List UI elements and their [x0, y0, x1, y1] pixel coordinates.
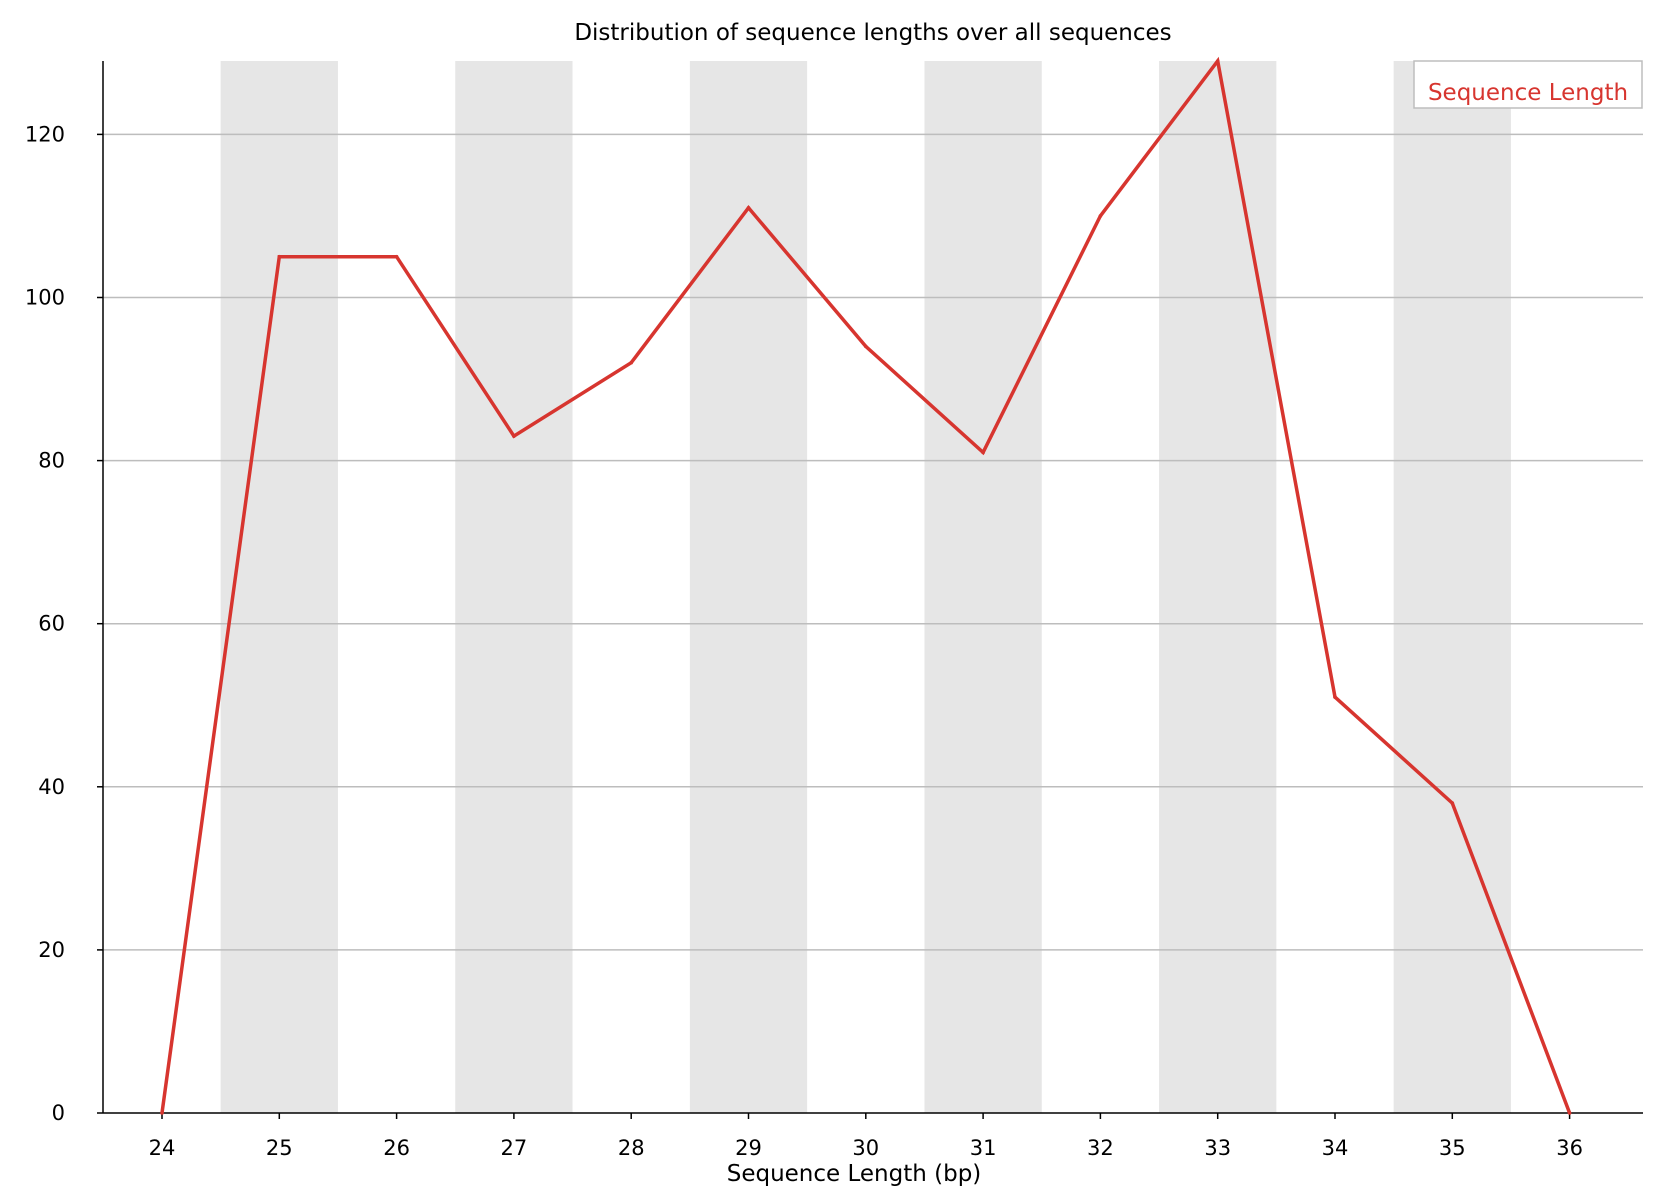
column-bands [220, 61, 1511, 1113]
band-27 [455, 61, 573, 1113]
series-line-0 [160, 56, 1572, 1114]
band-31 [924, 61, 1042, 1113]
band-25 [220, 61, 338, 1113]
data-point-35 [1450, 801, 1455, 805]
data-point-26 [394, 254, 399, 259]
x-tick-label-31: 31 [970, 1136, 997, 1160]
chart-title: Distribution of sequence lengths over al… [574, 20, 1171, 46]
data-point-32 [1098, 214, 1103, 218]
data-point-33 [1215, 59, 1220, 63]
y-tick-label-40: 40 [38, 775, 65, 799]
x-tick-label-35: 35 [1439, 1136, 1466, 1160]
data-point-31 [981, 450, 985, 455]
data-point-24 [160, 1111, 164, 1115]
x-tick-label-29: 29 [735, 1136, 762, 1160]
band-33 [1159, 61, 1277, 1113]
x-tick-label-33: 33 [1204, 1136, 1231, 1160]
y-tick-label-100: 100 [25, 285, 65, 309]
legend-box [1413, 60, 1643, 109]
x-tick-label-25: 25 [266, 1136, 293, 1160]
x-tick-label-32: 32 [1087, 1136, 1114, 1160]
y-tick-label-20: 20 [38, 938, 65, 962]
x-tick-label-27: 27 [501, 1136, 528, 1160]
y-tick-labels: 0 20 40 60 80 100 120 [25, 122, 103, 1125]
data-point-34 [1333, 695, 1337, 699]
data-point-27 [512, 434, 516, 438]
x-tick-label-36: 36 [1556, 1136, 1583, 1160]
data-point-36 [1567, 1111, 1572, 1115]
x-tick-label-34: 34 [1322, 1136, 1349, 1160]
y-tick-label-120: 120 [25, 122, 65, 146]
x-tick-label-30: 30 [852, 1136, 879, 1160]
legend-label: Sequence Length [1428, 80, 1628, 106]
x-axis-title: Sequence Length (bp) [727, 1161, 982, 1187]
x-tick-labels: 24 25 26 27 28 29 30 31 32 33 34 35 36 [149, 1113, 1583, 1160]
y-tick-label-60: 60 [38, 612, 65, 636]
series-layer [160, 56, 1572, 1115]
band-35 [1393, 61, 1511, 1113]
data-point-29 [746, 205, 751, 210]
band-29 [689, 61, 808, 1113]
data-point-30 [864, 344, 868, 349]
axes [102, 61, 1643, 1114]
legend: Sequence Length [1413, 60, 1643, 109]
data-point-28 [629, 360, 633, 365]
x-tick-label-26: 26 [383, 1136, 410, 1160]
y-tick-label-0: 0 [52, 1101, 65, 1125]
data-point-25 [277, 254, 282, 259]
x-tick-label-24: 24 [149, 1136, 176, 1160]
x-tick-label-28: 28 [618, 1136, 645, 1160]
y-tick-label-80: 80 [38, 449, 65, 473]
gridlines [103, 133, 1643, 951]
